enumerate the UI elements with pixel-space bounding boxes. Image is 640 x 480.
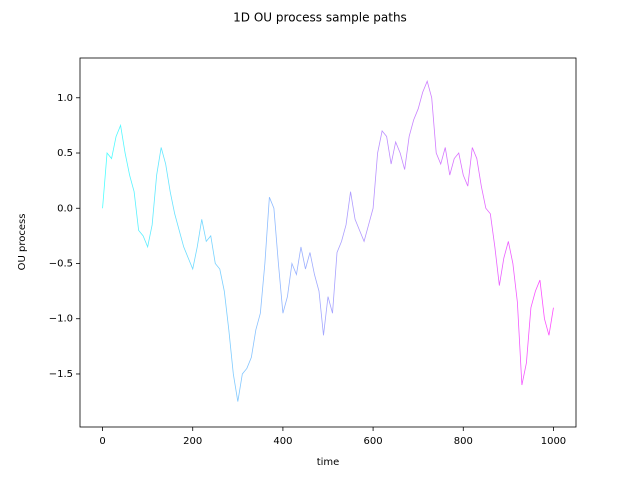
x-tick-label: 400 [273,436,292,447]
x-tick-label: 800 [454,436,473,447]
y-tick-label: −0.5 [49,258,73,269]
x-tick-label: 1000 [541,436,566,447]
x-axis-label: time [317,457,340,468]
y-axis-label: OU process [17,214,28,271]
y-tick-label: 0.0 [57,203,73,214]
x-tick-label: 200 [183,436,202,447]
y-tick-label: −1.5 [49,369,73,380]
y-tick-label: 1.0 [57,93,73,104]
y-tick-label: 0.5 [57,148,73,159]
line-series [102,79,554,402]
y-tick-label: −1.0 [49,314,73,325]
x-tick-label: 0 [99,436,105,447]
x-tick-label: 600 [364,436,383,447]
chart-title: 1D OU process sample paths [233,11,407,25]
plot-frame [79,57,577,428]
